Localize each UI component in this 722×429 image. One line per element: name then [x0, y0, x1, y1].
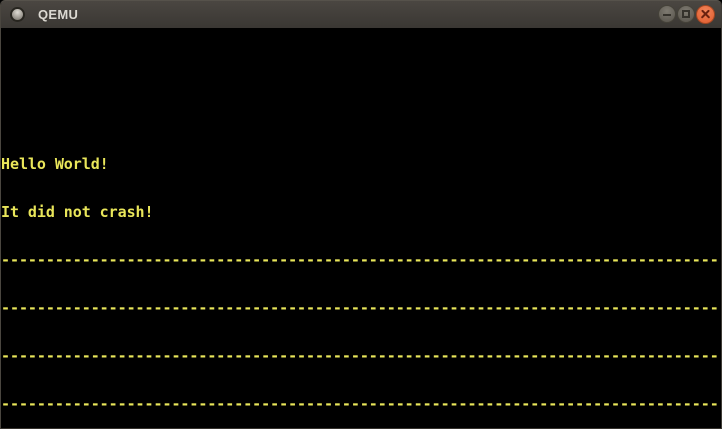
window-controls	[658, 4, 715, 24]
console-line-blank	[1, 108, 721, 124]
window-title: QEMU	[38, 6, 79, 22]
minimize-icon	[663, 13, 671, 16]
qemu-console-display[interactable]: Hello World! It did not crash! ---------…	[1, 28, 721, 428]
console-line-dashes: ----------------------------------------…	[1, 347, 719, 365]
console-line-blank	[1, 60, 721, 76]
titlebar[interactable]: QEMU	[1, 0, 721, 28]
console-line-dashes: ----------------------------------------…	[1, 395, 719, 413]
console-line-dashes: ----------------------------------------…	[1, 251, 719, 269]
close-icon	[700, 9, 711, 20]
console-line-dashes: ----------------------------------------…	[1, 299, 719, 317]
qemu-window-icon[interactable]	[10, 6, 25, 22]
maximize-icon	[682, 10, 690, 18]
minimize-button[interactable]	[658, 5, 676, 23]
console-line-crash-message: It did not crash!	[1, 203, 154, 221]
console-line-hello-world: Hello World!	[1, 155, 109, 173]
close-button[interactable]	[696, 4, 715, 24]
maximize-button[interactable]	[677, 5, 695, 23]
